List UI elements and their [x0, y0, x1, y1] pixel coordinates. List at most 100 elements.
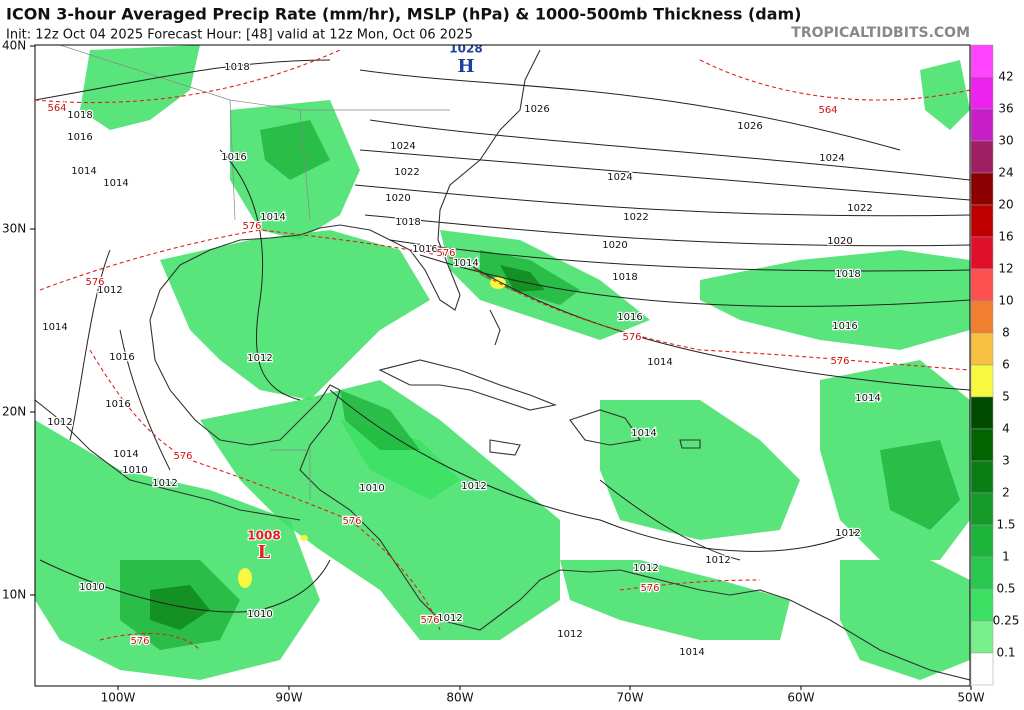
isobar-label: 1014 [113, 449, 138, 460]
colorbar-label: 0.5 [996, 582, 1015, 596]
colorbar-label: 12 [998, 262, 1013, 276]
lat-label: 30N [2, 222, 26, 236]
precip [35, 45, 970, 680]
thickness-label: 576 [420, 615, 439, 626]
thickness-label: 576 [640, 583, 659, 594]
lon-label: 70W [616, 691, 643, 705]
colorbar-bin [970, 460, 994, 494]
center-value: 1028 [449, 42, 482, 56]
isobar-label: 1014 [631, 428, 656, 439]
coastlines [35, 45, 970, 681]
lat-label: 40N [2, 39, 26, 53]
thickness-label: 564 [818, 105, 837, 116]
colorbar-label: 2 [1002, 486, 1010, 500]
isobar-label: 1014 [855, 393, 880, 404]
colorbar-bin [970, 396, 994, 430]
lon-label: 50W [957, 691, 984, 705]
isobar-label: 1020 [827, 236, 852, 247]
isobar-label: 1014 [71, 166, 96, 177]
init-line: Init: 12z Oct 04 2025 Forecast Hour: [48… [6, 28, 473, 43]
colorbar-label: 5 [1002, 390, 1010, 404]
colorbar-bin [970, 204, 994, 238]
isobar-label: 1018 [224, 62, 249, 73]
thickness-label: 576 [622, 332, 641, 343]
isobar-label: 1024 [390, 141, 415, 152]
colorbar-label: 30 [998, 134, 1013, 148]
thickness-label: 576 [830, 356, 849, 367]
colorbar-label: 20 [998, 198, 1013, 212]
colorbar-bin [970, 172, 994, 206]
colorbar-label: 6 [1002, 358, 1010, 372]
title: ICON 3-hour Averaged Precip Rate (mm/hr)… [6, 5, 802, 24]
isobar-label: 1014 [647, 357, 672, 368]
isobars [35, 59, 970, 613]
colorbar-bin [970, 268, 994, 302]
colorbar-label: 8 [1002, 326, 1010, 340]
map-frame [34, 44, 971, 687]
isobar-label: 1016 [105, 399, 130, 410]
thickness-label: 576 [85, 277, 104, 288]
colorbar-label: 24 [998, 166, 1013, 180]
isobar-label: 1012 [835, 528, 860, 539]
center-letter: L [258, 542, 271, 563]
lon-label: 100W [101, 691, 136, 705]
isobar-label: 1012 [247, 353, 272, 364]
isobar-label: 1020 [602, 240, 627, 251]
isobar-label: 1010 [247, 609, 272, 620]
contour-labels: 1018 1018 1016 1014 1014 1016 1014 1024 1022 1020… [41, 61, 882, 660]
colorbar-bin [970, 620, 994, 654]
thickness-lines [35, 49, 970, 651]
isobar-label: 1010 [359, 483, 384, 494]
isobar-label: 1022 [623, 212, 648, 223]
isobar-label: 1026 [737, 121, 762, 132]
isobar-label: 1012 [97, 285, 122, 296]
lon-label: 60W [787, 691, 814, 705]
isobar-label: 1014 [679, 647, 704, 658]
isobar-label: 1024 [819, 153, 844, 164]
colorbar-label: 3 [1002, 454, 1010, 468]
isobar-label: 1012 [705, 555, 730, 566]
isobar-label: 1022 [847, 203, 872, 214]
colorbar-bin [970, 332, 994, 366]
map: 1018 1018 1016 1014 1014 1016 1014 1024 1022 1020… [34, 42, 971, 687]
colorbar-label: 36 [998, 102, 1013, 116]
isobar-label: 1016 [221, 152, 246, 163]
colorbar-label: 4 [1002, 422, 1010, 436]
isobar-label: 1012 [557, 629, 582, 640]
lon-label: 80W [446, 691, 473, 705]
thickness-label: 576 [173, 451, 192, 462]
isobar-label: 1012 [437, 613, 462, 624]
colorbar-label: 1 [1002, 550, 1010, 564]
isobar-label: 1016 [412, 244, 437, 255]
isobar-label: 1012 [152, 478, 177, 489]
isobar-label: 1016 [67, 132, 92, 143]
isobar-label: 1018 [395, 217, 420, 228]
lat-label: 20N [2, 405, 26, 419]
colorbar-bin [970, 236, 994, 270]
colorbar-bin [970, 588, 994, 622]
colorbar-label: 16 [998, 230, 1013, 244]
colorbar-label: 0.25 [993, 614, 1020, 628]
colorbar-bin [970, 364, 994, 398]
isobar-label: 1018 [612, 272, 637, 283]
colorbar-bin [970, 140, 994, 174]
isobar-label: 1016 [109, 352, 134, 363]
source: TROPICALTIDBITS.COM [791, 25, 970, 41]
isobar-label: 1012 [461, 481, 486, 492]
isobar-label: 1014 [103, 178, 128, 189]
colorbar: 42 36 30 24 20 16 12 10 8 6 5 4 3 2 1.5 1 0.5 0.25 0.1 [970, 44, 1020, 686]
colorbar-label: 1.5 [996, 518, 1015, 532]
isobar-label: 1012 [47, 417, 72, 428]
isobar-label: 1018 [67, 110, 92, 121]
center-value: 1008 [247, 529, 280, 543]
center-letter: H [457, 56, 474, 77]
isobar-label: 1026 [524, 104, 549, 115]
isobar-label: 1016 [617, 312, 642, 323]
colorbar-bin [970, 76, 994, 110]
thickness-label: 576 [242, 221, 261, 232]
thickness-label: 576 [436, 248, 455, 259]
lat-label: 10N [2, 588, 26, 602]
thickness-label: 576 [130, 636, 149, 647]
